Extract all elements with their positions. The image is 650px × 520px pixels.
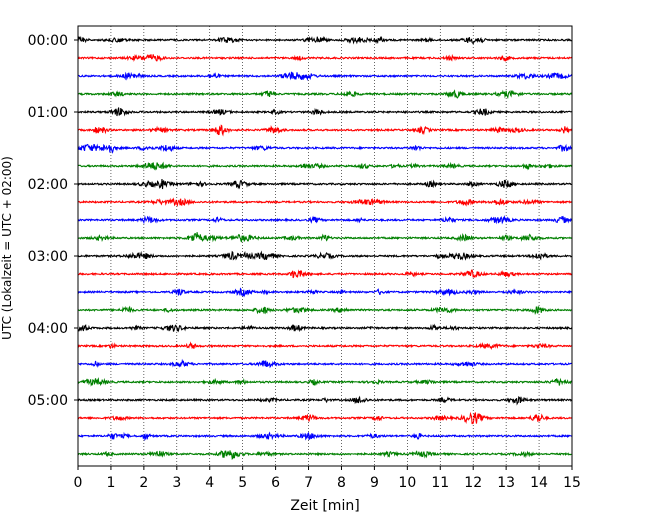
x-tick-label: 4 bbox=[205, 475, 214, 491]
x-tick-label: 12 bbox=[464, 475, 482, 491]
trace-line bbox=[77, 377, 573, 387]
x-tick-label: 9 bbox=[370, 475, 379, 491]
x-tick-label: 3 bbox=[172, 475, 181, 491]
grid-lines bbox=[110, 26, 540, 466]
y-axis: 00:00 01:00 02:00 03:00 04:00 05:00 bbox=[28, 33, 78, 409]
y-tick-label: 05:00 bbox=[28, 393, 68, 409]
plot-frame bbox=[77, 25, 573, 467]
trace-line bbox=[77, 53, 573, 62]
x-tick-label: 11 bbox=[431, 475, 449, 491]
trace-line bbox=[77, 197, 573, 207]
x-tick-label: 10 bbox=[398, 475, 416, 491]
trace-line bbox=[77, 35, 573, 45]
trace-line bbox=[77, 358, 573, 369]
x-tick-label: 6 bbox=[271, 475, 280, 491]
trace-line bbox=[77, 107, 573, 117]
trace-line bbox=[77, 232, 573, 243]
plot-area bbox=[78, 26, 572, 466]
x-tick-label: 1 bbox=[106, 475, 115, 491]
trace-line bbox=[77, 71, 573, 81]
y-tick-label: 03:00 bbox=[28, 249, 68, 265]
trace-line bbox=[77, 450, 573, 460]
trace-line bbox=[77, 323, 573, 333]
trace-line bbox=[77, 269, 573, 279]
trace-line bbox=[77, 161, 573, 171]
trace-line bbox=[77, 395, 573, 406]
x-axis: 0 1 2 3 4 5 6 7 8 9 10 11 12 13 14 15 bbox=[74, 466, 581, 491]
trace-line bbox=[77, 305, 573, 315]
x-tick-label: 14 bbox=[530, 475, 548, 491]
trace-line bbox=[77, 287, 573, 298]
trace-line bbox=[77, 341, 573, 350]
trace-line bbox=[77, 143, 573, 154]
y-axis-label: UTC (Lokalzeit = UTC + 02:00) bbox=[0, 156, 14, 340]
trace-line bbox=[77, 178, 573, 190]
trace-line bbox=[77, 89, 573, 100]
traces bbox=[77, 35, 573, 460]
x-tick-label: 13 bbox=[497, 475, 515, 491]
trace-line bbox=[77, 411, 573, 425]
y-tick-label: 04:00 bbox=[28, 321, 68, 337]
y-tick-label: 00:00 bbox=[28, 33, 68, 49]
trace-line bbox=[77, 124, 573, 137]
x-tick-label: 2 bbox=[139, 475, 148, 491]
x-axis-label: Zeit [min] bbox=[290, 498, 359, 514]
x-tick-label: 5 bbox=[238, 475, 247, 491]
x-tick-label: 8 bbox=[337, 475, 346, 491]
y-tick-label: 02:00 bbox=[28, 177, 68, 193]
trace-line bbox=[77, 215, 573, 225]
y-tick-label: 01:00 bbox=[28, 105, 68, 121]
trace-line bbox=[77, 250, 573, 261]
x-tick-label: 7 bbox=[304, 475, 313, 491]
trace-line bbox=[77, 431, 573, 442]
x-tick-label: 15 bbox=[563, 475, 581, 491]
x-tick-label: 0 bbox=[74, 475, 83, 491]
